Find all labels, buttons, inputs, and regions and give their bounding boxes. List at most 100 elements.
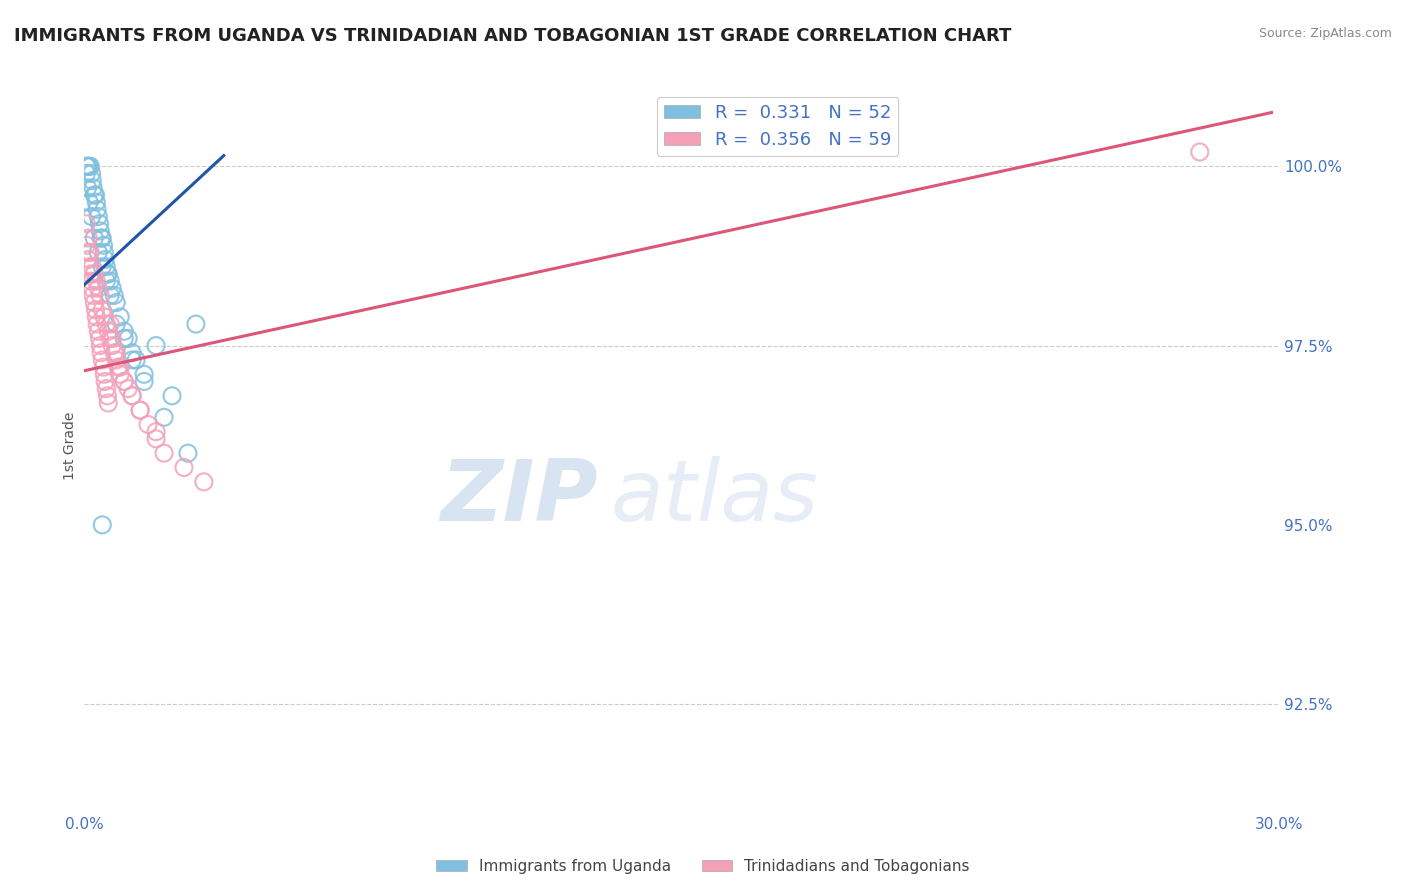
Point (89, 338, 111, 352)
Text: Source: ZipAtlas.com: Source: ZipAtlas.com (1258, 27, 1392, 40)
Point (110, 368, 132, 382)
Point (110, 310, 132, 324)
Point (76, 159, 98, 173)
Point (84, 302, 107, 317)
Point (125, 353, 148, 368)
Point (91, 231, 114, 245)
Point (129, 403, 152, 417)
Point (91, 517, 114, 532)
Point (101, 338, 124, 352)
Point (91, 260, 114, 274)
Point (105, 353, 128, 368)
Point (83, 267, 105, 281)
Point (91, 302, 114, 317)
Point (96, 274, 118, 288)
Point (77, 252, 100, 267)
Point (97, 267, 120, 281)
Point (97, 396, 120, 410)
Point (105, 295, 128, 310)
Point (75, 167, 97, 181)
Point (82, 260, 104, 274)
Point (117, 382, 139, 396)
Point (83, 295, 105, 310)
Point (79, 267, 101, 281)
Point (107, 360, 129, 375)
Point (96, 389, 118, 403)
Point (177, 446, 200, 460)
Point (145, 425, 167, 439)
Point (105, 345, 128, 359)
Point (173, 460, 195, 475)
Point (112, 331, 135, 345)
Point (82, 281, 104, 295)
Point (132, 368, 156, 382)
Point (98, 317, 121, 331)
Point (103, 345, 125, 359)
Point (93, 310, 115, 324)
Point (80, 210, 103, 224)
Y-axis label: 1st Grade: 1st Grade (63, 412, 77, 480)
Point (93, 360, 115, 375)
Point (96, 382, 118, 396)
Point (91, 353, 114, 368)
Point (98, 288, 121, 302)
Point (93, 238, 115, 252)
Point (77, 159, 100, 173)
Point (193, 475, 215, 489)
Point (112, 375, 135, 389)
Point (101, 331, 124, 345)
Text: atlas: atlas (610, 456, 818, 539)
Legend: R =  0.331   N = 52, R =  0.356   N = 59: R = 0.331 N = 52, R = 0.356 N = 59 (657, 96, 898, 156)
Point (89, 224, 111, 238)
Point (84, 188, 107, 202)
Point (87, 245, 110, 260)
Point (75, 159, 97, 173)
Point (82, 288, 104, 302)
Point (93, 368, 115, 382)
Text: ZIP: ZIP (440, 456, 599, 539)
Point (153, 446, 176, 460)
Point (145, 432, 167, 446)
Point (76, 181, 98, 195)
Point (110, 360, 132, 375)
Point (82, 174, 104, 188)
Point (121, 389, 143, 403)
Point (86, 317, 108, 331)
Point (101, 281, 124, 295)
Point (82, 181, 104, 195)
Point (103, 288, 125, 302)
Point (87, 210, 110, 224)
Point (77, 231, 100, 245)
Point (90, 231, 112, 245)
Point (79, 245, 101, 260)
Point (86, 274, 108, 288)
Point (86, 202, 108, 217)
Point (160, 389, 183, 403)
Point (121, 345, 143, 359)
Point (93, 245, 115, 260)
Point (89, 288, 111, 302)
Point (77, 195, 100, 210)
Point (86, 310, 108, 324)
Point (75, 238, 97, 252)
Point (77, 159, 100, 173)
Point (98, 274, 121, 288)
Point (184, 317, 207, 331)
Legend: Immigrants from Uganda, Trinidadians and Tobagonians: Immigrants from Uganda, Trinidadians and… (430, 853, 976, 880)
Point (87, 281, 110, 295)
Point (121, 353, 143, 368)
Point (136, 417, 159, 432)
Point (94, 375, 117, 389)
Point (94, 252, 117, 267)
Point (153, 410, 176, 425)
Point (112, 324, 135, 338)
Point (83, 188, 105, 202)
Point (121, 389, 143, 403)
Point (97, 324, 120, 338)
Point (98, 331, 121, 345)
Point (96, 267, 118, 281)
Point (89, 331, 111, 345)
Point (76, 245, 98, 260)
Point (86, 195, 108, 210)
Point (145, 338, 167, 352)
